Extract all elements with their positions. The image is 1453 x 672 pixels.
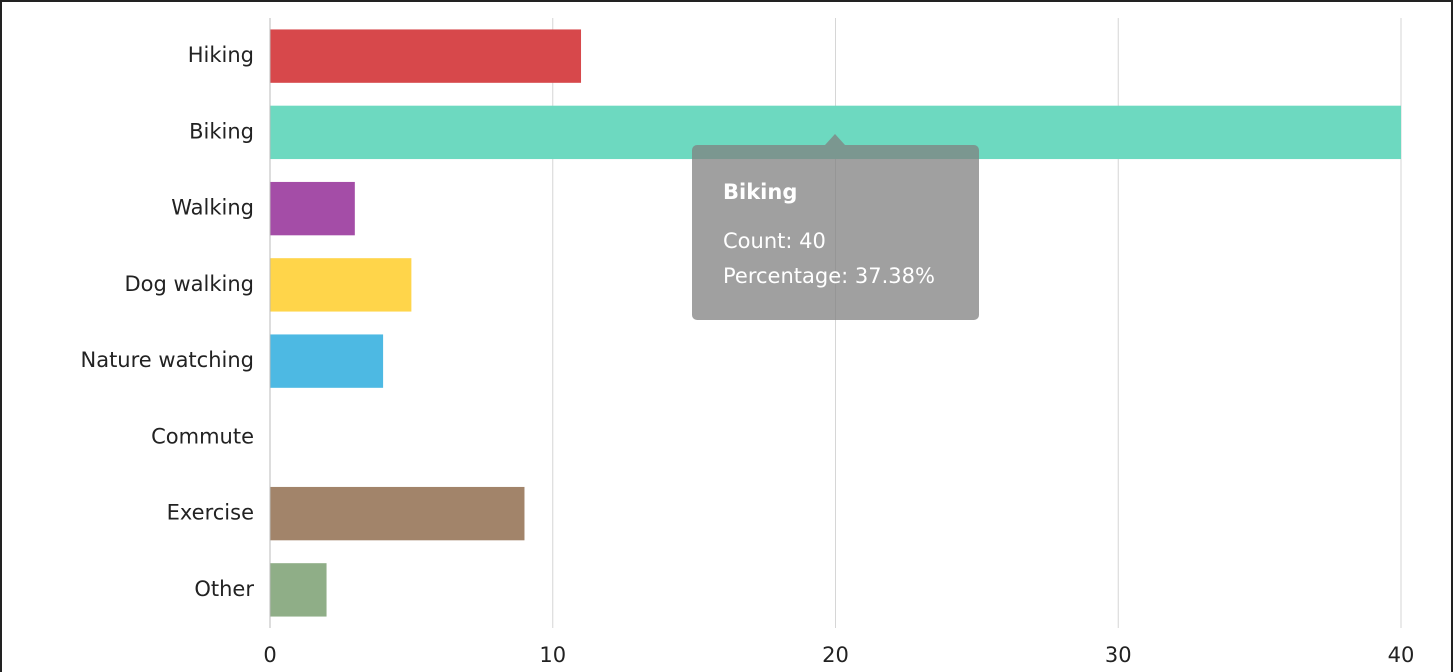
- y-tick-label: Other: [194, 577, 254, 601]
- tooltip-arrow: [825, 134, 845, 145]
- bar: [270, 563, 327, 617]
- tooltip-title: Biking: [723, 180, 797, 204]
- x-tick-label: 20: [822, 643, 849, 667]
- y-tick-label: Hiking: [188, 43, 254, 67]
- plot: 0 10 20 30 40 Hiking Biking Walking Dog walking N…: [81, 18, 1415, 667]
- bar: [270, 29, 582, 83]
- x-tick-label: 10: [539, 643, 566, 667]
- tooltip-box: [692, 145, 979, 320]
- x-tick-label: 0: [263, 643, 276, 667]
- x-tick-label: 30: [1105, 643, 1132, 667]
- y-tick-label: Walking: [171, 196, 254, 220]
- bar: [270, 258, 412, 312]
- bar: [270, 181, 355, 236]
- tooltip: Biking Count: 40 Percentage: 37.38%: [692, 134, 979, 320]
- y-tick-label: Nature watching: [81, 348, 255, 372]
- y-tick-label: Exercise: [167, 501, 254, 525]
- tooltip-line: Count: 40: [723, 229, 826, 253]
- y-tick-label: Dog walking: [124, 272, 254, 296]
- x-tick-label: 40: [1388, 643, 1415, 667]
- bar: [270, 334, 384, 388]
- y-tick-label: Commute: [151, 424, 254, 448]
- tooltip-line: Percentage: 37.38%: [723, 264, 935, 288]
- y-tick-label: Biking: [189, 119, 254, 143]
- bar: [270, 486, 525, 541]
